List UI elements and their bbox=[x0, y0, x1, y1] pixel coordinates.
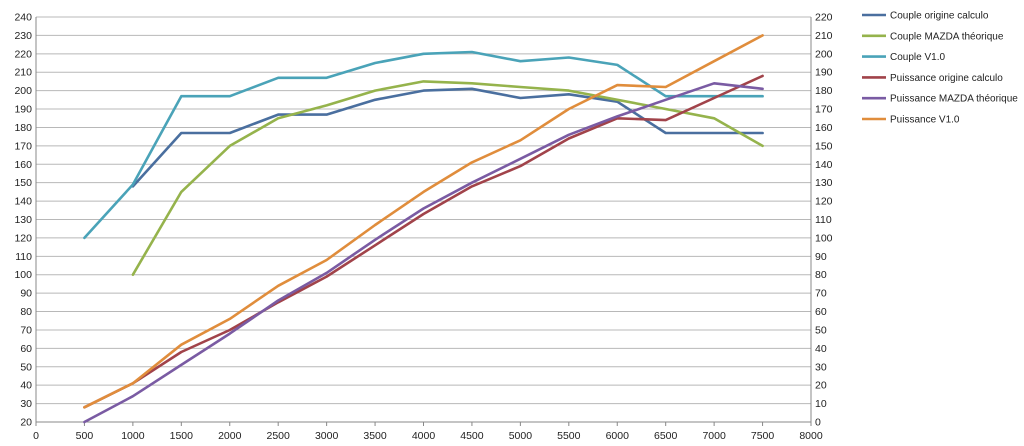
y-left-tick-label: 120 bbox=[14, 232, 32, 244]
y-right-tick-label: 200 bbox=[815, 48, 833, 60]
y-left-tick-label: 70 bbox=[20, 324, 32, 336]
y-left-tick-label: 90 bbox=[20, 288, 32, 300]
y-left-tick-label: 100 bbox=[14, 269, 32, 281]
y-left-tick-label: 50 bbox=[20, 361, 32, 373]
x-tick-label: 4500 bbox=[460, 430, 484, 442]
y-right-tick-label: 210 bbox=[815, 30, 833, 42]
y-right-tick-label: 100 bbox=[815, 232, 833, 244]
y-left-tick-label: 210 bbox=[14, 67, 32, 79]
y-left-tick-label: 40 bbox=[20, 380, 32, 392]
legend-label: Puissance MAZDA théorique bbox=[890, 94, 1018, 105]
x-tick-label: 6500 bbox=[654, 430, 678, 442]
x-tick-label: 7500 bbox=[751, 430, 775, 442]
legend-label: Couple MAZDA théorique bbox=[890, 31, 1004, 42]
y-right-tick-label: 170 bbox=[815, 104, 833, 116]
x-tick-label: 5000 bbox=[509, 430, 533, 442]
y-right-tick-label: 180 bbox=[815, 85, 833, 97]
x-tick-label: 6000 bbox=[606, 430, 630, 442]
legend-label: Puissance V1.0 bbox=[890, 115, 960, 126]
series-line-1 bbox=[131, 87, 764, 188]
x-tick-label: 1000 bbox=[121, 430, 145, 442]
x-tick-label: 3500 bbox=[363, 430, 387, 442]
series-line-4 bbox=[83, 74, 764, 409]
legend-label: Couple V1.0 bbox=[890, 52, 945, 63]
y-right-tick-label: 90 bbox=[815, 251, 827, 263]
series-line-2 bbox=[131, 80, 764, 277]
y-right-tick-label: 50 bbox=[815, 324, 827, 336]
y-left-tick-label: 110 bbox=[15, 251, 32, 263]
legend-label: Puissance origine calculo bbox=[890, 73, 1003, 84]
y-right-tick-label: 60 bbox=[815, 306, 827, 318]
y-left-tick-label: 190 bbox=[14, 104, 32, 116]
y-right-tick-label: 30 bbox=[815, 361, 827, 373]
y-right-tick-label: 80 bbox=[815, 269, 827, 281]
y-left-tick-label: 30 bbox=[20, 398, 32, 410]
y-right-tick-label: 120 bbox=[815, 196, 833, 208]
y-left-tick-label: 240 bbox=[14, 12, 32, 24]
y-left-tick-label: 180 bbox=[14, 122, 32, 134]
y-right-tick-label: 130 bbox=[815, 177, 833, 189]
y-left-tick-label: 220 bbox=[14, 48, 32, 60]
x-tick-label: 2000 bbox=[218, 430, 242, 442]
y-left-tick-label: 200 bbox=[14, 85, 32, 97]
y-axis-right-ticks: 0 10 20 30 40 50 60 70 80 90 100 110 120 130 140 150 160… bbox=[815, 12, 833, 429]
y-left-tick-label: 230 bbox=[14, 30, 32, 42]
gridlines bbox=[35, 16, 812, 423]
y-left-tick-label: 20 bbox=[20, 417, 32, 429]
y-right-tick-label: 140 bbox=[815, 159, 833, 171]
y-right-tick-label: 40 bbox=[815, 343, 827, 355]
y-right-tick-label: 160 bbox=[815, 122, 833, 134]
y-left-tick-label: 170 bbox=[14, 140, 32, 152]
y-right-tick-label: 70 bbox=[815, 288, 827, 300]
x-tick-label: 3000 bbox=[315, 430, 339, 442]
y-left-tick-label: 60 bbox=[20, 343, 32, 355]
y-right-tick-label: 150 bbox=[815, 140, 833, 152]
x-tick-label: 2500 bbox=[267, 430, 291, 442]
legend: Couple origine calculo Couple MAZDA théor… bbox=[862, 11, 1018, 126]
y-left-tick-label: 80 bbox=[20, 306, 32, 318]
x-tick-label: 0 bbox=[33, 430, 39, 442]
x-axis-ticks: 0 500 1000 1500 2000 2500 3000 3500 4000 4500 5000… bbox=[33, 422, 823, 442]
x-tick-label: 500 bbox=[76, 430, 94, 442]
legend-label: Couple origine calculo bbox=[890, 11, 989, 22]
series-lines bbox=[83, 34, 764, 424]
series-line-5 bbox=[83, 82, 764, 424]
y-right-tick-label: 110 bbox=[815, 214, 832, 226]
y-left-tick-label: 130 bbox=[14, 214, 32, 226]
y-right-tick-label: 190 bbox=[815, 67, 833, 79]
series-line-6 bbox=[83, 34, 764, 409]
y-axis-left-ticks: 20 30 40 50 60 70 80 90 100 110 120 130 140 150 160 170… bbox=[14, 12, 32, 429]
x-tick-label: 7000 bbox=[702, 430, 726, 442]
x-tick-label: 1500 bbox=[170, 430, 194, 442]
x-tick-label: 4000 bbox=[412, 430, 436, 442]
x-tick-label: 8000 bbox=[799, 430, 823, 442]
x-tick-label: 5500 bbox=[557, 430, 581, 442]
y-left-tick-label: 140 bbox=[14, 196, 32, 208]
y-right-tick-label: 220 bbox=[815, 12, 833, 24]
y-right-tick-label: 20 bbox=[815, 380, 827, 392]
y-left-tick-label: 160 bbox=[14, 159, 32, 171]
y-right-tick-label: 0 bbox=[815, 417, 821, 429]
y-right-tick-label: 10 bbox=[815, 398, 827, 410]
y-left-tick-label: 150 bbox=[14, 177, 32, 189]
